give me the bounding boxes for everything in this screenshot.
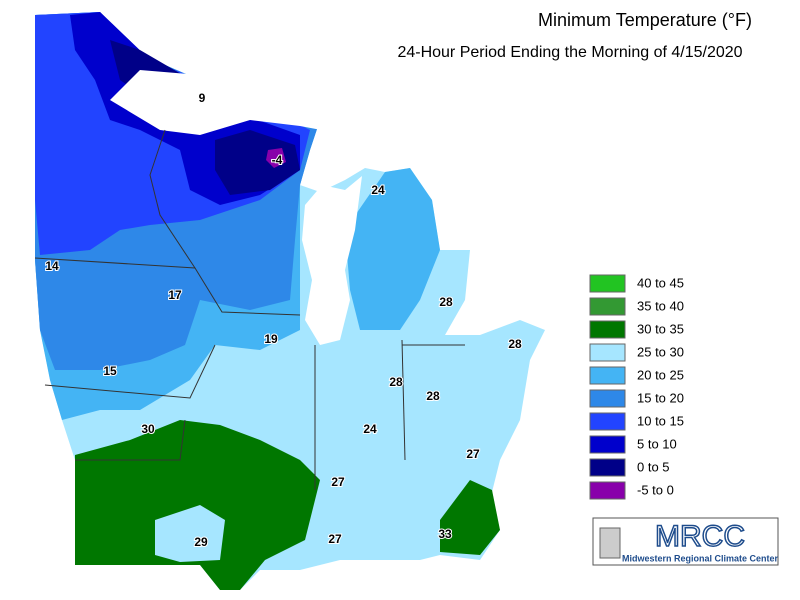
logo-box	[592, 517, 779, 566]
legend-label: 35 to 40	[637, 298, 684, 313]
legend-swatch	[589, 320, 626, 339]
station-label: 27	[328, 532, 342, 546]
legend-swatch	[589, 435, 626, 454]
station-label: 14	[45, 259, 59, 273]
legend-label: 15 to 20	[637, 390, 684, 405]
station-label: 28	[426, 389, 440, 403]
logo-name: MRCC	[655, 520, 745, 553]
station-labels: 9 -4 24 14 17 28 19 28 15 28 28 30 24 27 27 33 27 29	[44, 90, 523, 550]
legend-swatch	[589, 412, 626, 431]
legend-label: 20 to 25	[637, 367, 684, 382]
map-subtitle: 24-Hour Period Ending the Morning of 4/1…	[397, 44, 742, 61]
state-borders	[34, 129, 465, 490]
station-label: 27	[466, 447, 480, 461]
legend-swatch	[589, 389, 626, 408]
legend-label: 5 to 10	[637, 436, 677, 451]
station-label: 19	[264, 332, 278, 346]
station-label: 28	[389, 375, 403, 389]
region-30-35	[75, 420, 320, 590]
map-title: Minimum Temperature (°F)	[538, 10, 752, 30]
station-label: 24	[371, 183, 385, 197]
station-label: 28	[439, 295, 453, 309]
logo-full-name: Midwestern Regional Climate Center	[622, 553, 779, 563]
region-20-25-mi	[345, 168, 440, 330]
legend-label: 0 to 5	[637, 459, 670, 474]
legend-swatch	[589, 343, 626, 362]
region-30-35-east	[440, 480, 500, 555]
legend-swatch	[589, 458, 626, 477]
legend-label: -5 to 0	[637, 482, 674, 497]
station-label: -4	[272, 153, 283, 167]
region-25-30-south	[155, 505, 225, 562]
legend-label: 25 to 30	[637, 344, 684, 359]
legend-label: 30 to 35	[637, 321, 684, 336]
station-label: 33	[438, 527, 452, 541]
legend-swatch	[589, 297, 626, 316]
station-label: 27	[331, 475, 345, 489]
station-label: 29	[194, 535, 208, 549]
legend: 40 to 45 35 to 40 30 to 35 25 to 30 20 to 25…	[589, 274, 684, 500]
station-label: 15	[103, 364, 117, 378]
logo-icon	[599, 527, 621, 559]
station-label: 28	[508, 337, 522, 351]
station-label: 30	[141, 422, 155, 436]
legend-label: 10 to 15	[637, 413, 684, 428]
station-label: 17	[168, 288, 182, 302]
lake-michigan	[302, 176, 362, 345]
station-label: 9	[199, 91, 206, 105]
legend-swatch	[589, 274, 626, 293]
station-label: 24	[363, 422, 377, 436]
region-minus5-0	[266, 148, 286, 168]
lake-superior	[110, 70, 332, 135]
legend-swatch	[589, 481, 626, 500]
map-regions	[35, 12, 545, 590]
logo: MRCC Midwestern Regional Climate Center	[592, 517, 779, 566]
region-0-5-wi	[215, 130, 300, 195]
legend-label: 40 to 45	[637, 275, 684, 290]
legend-swatch	[589, 366, 626, 385]
